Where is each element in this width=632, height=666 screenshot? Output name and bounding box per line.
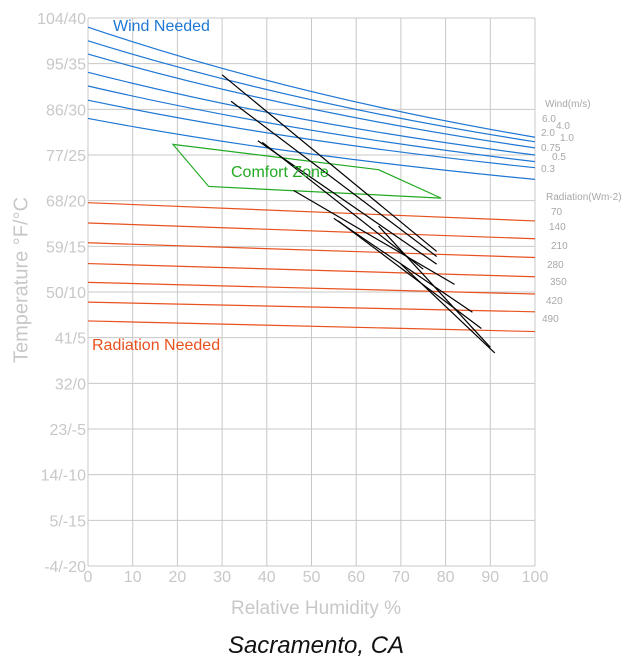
y-tick-label: 104/40 <box>37 11 86 28</box>
axis-ticks: 0 10 20 30 40 50 60 70 80 90 100 104/40 95/35 86/30 77… <box>37 11 548 586</box>
x-tick-label: 0 <box>84 569 93 586</box>
x-tick-label: 100 <box>522 569 549 586</box>
climate-line <box>257 140 438 265</box>
x-tick-label: 40 <box>258 569 276 586</box>
radiation-line <box>87 301 536 313</box>
wind-value-label: 0.3 <box>541 164 555 175</box>
radiation-line <box>87 281 536 295</box>
climate-line <box>261 141 424 270</box>
wind-value-label: 4.0 <box>556 121 570 132</box>
wind-value-label: 0.5 <box>552 152 566 163</box>
y-tick-label: 41/5 <box>55 331 86 348</box>
wind-line <box>87 53 536 149</box>
climate-line <box>333 217 473 313</box>
x-tick-label: 80 <box>437 569 455 586</box>
radiation-value-label: 420 <box>546 296 563 307</box>
x-tick-label: 50 <box>303 569 321 586</box>
y-tick-label: 50/10 <box>46 285 86 302</box>
wind-line <box>87 117 536 180</box>
radiation-needed-label: Radiation Needed <box>92 337 220 354</box>
y-tick-label: 86/30 <box>46 102 86 119</box>
y-tick-label: 59/15 <box>46 239 86 256</box>
radiation-line <box>87 222 536 240</box>
x-tick-label: 70 <box>392 569 410 586</box>
wind-lines <box>87 26 536 180</box>
y-axis-title: Temperature °F/°C <box>10 196 33 364</box>
wind-value-label: 6.0 <box>542 114 556 125</box>
radiation-line <box>87 202 536 222</box>
wind-needed-label: Wind Needed <box>113 18 210 35</box>
radiation-line <box>87 242 536 259</box>
radiation-value-label: 350 <box>550 277 567 288</box>
wind-value-label: 2.0 <box>541 128 555 139</box>
wind-line <box>87 85 536 163</box>
wind-value-label: 0.75 <box>541 143 561 154</box>
climate-line <box>221 74 438 252</box>
y-tick-label: 5/-15 <box>50 513 87 530</box>
y-tick-label: -4/-20 <box>44 559 86 576</box>
y-tick-label: 68/20 <box>46 194 86 211</box>
wind-value-label: 1.0 <box>560 133 574 144</box>
y-tick-label: 32/0 <box>55 376 86 393</box>
radiation-value-label: 70 <box>551 207 563 218</box>
radiation-value-label: 280 <box>547 260 564 271</box>
wind-line <box>87 26 536 138</box>
radiation-value-label: 140 <box>549 222 566 233</box>
annotation-labels: Wind Needed Comfort Zone Radiation Needed W… <box>92 18 622 354</box>
x-tick-label: 90 <box>481 569 499 586</box>
radiation-header-label: Radiation(Wm-2) <box>546 192 622 203</box>
comfort-zone-label: Comfort Zone <box>231 164 329 181</box>
x-tick-label: 60 <box>347 569 365 586</box>
y-tick-label: 14/-10 <box>41 468 86 485</box>
climate-line <box>378 225 491 348</box>
x-axis-title: Relative Humidity % <box>231 598 401 619</box>
x-tick-label: 10 <box>124 569 142 586</box>
x-tick-label: 20 <box>169 569 187 586</box>
chart-title: Sacramento, CA <box>227 632 405 659</box>
wind-line <box>87 71 536 156</box>
y-tick-label: 23/-5 <box>50 422 87 439</box>
wind-header-label: Wind(m/s) <box>545 99 591 110</box>
radiation-lines <box>87 202 536 333</box>
wind-line <box>87 99 536 169</box>
climate-line <box>230 100 438 257</box>
climate-line <box>400 263 496 354</box>
climate-line <box>337 220 482 330</box>
radiation-line <box>87 320 536 333</box>
climate-lines <box>221 74 496 354</box>
wind-line <box>87 40 536 143</box>
radiation-line <box>87 262 536 278</box>
radiation-value-label: 490 <box>542 314 559 325</box>
radiation-value-label: 210 <box>551 241 568 252</box>
y-tick-label: 77/25 <box>46 148 86 165</box>
climate-line <box>293 190 455 285</box>
x-tick-label: 30 <box>213 569 231 586</box>
y-tick-label: 95/35 <box>46 57 86 74</box>
